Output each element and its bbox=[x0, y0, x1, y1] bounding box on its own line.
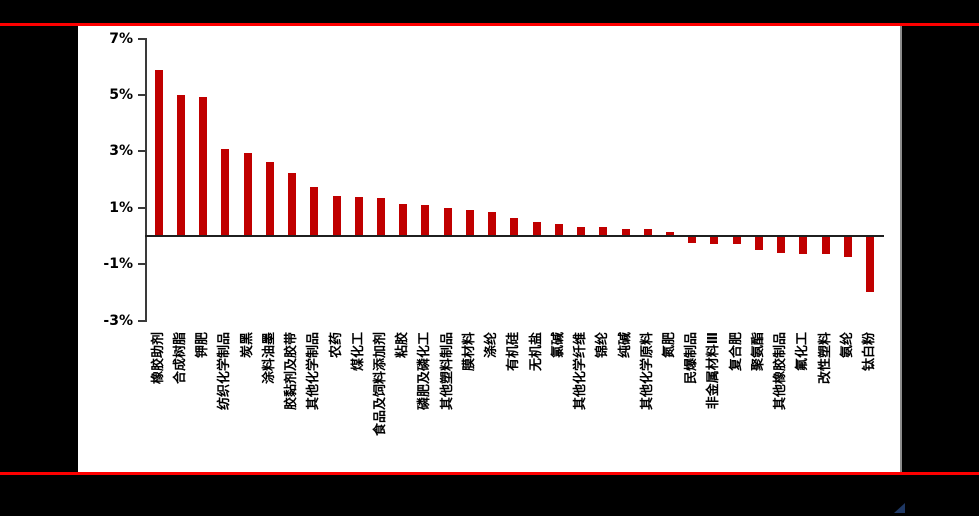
x-axis-label: 其他塑料制品 bbox=[439, 332, 455, 411]
x-axis-label: 食品及饲料添加剂 bbox=[373, 332, 388, 437]
bar-涂料油墨 bbox=[265, 161, 274, 235]
x-axis-label: 改性塑料 bbox=[817, 332, 833, 385]
bar-改性塑料 bbox=[821, 237, 830, 254]
x-axis-label: 其他化学原料 bbox=[639, 332, 655, 411]
x-axis-label: 磷肥及磷化工 bbox=[417, 332, 433, 411]
top-divider-line bbox=[0, 23, 979, 26]
bar-磷肥及磷化工 bbox=[421, 205, 430, 235]
y-axis-tick-label: 7% bbox=[109, 30, 133, 47]
y-axis-tick-label: 1% bbox=[109, 199, 133, 216]
bar-有机硅 bbox=[510, 218, 519, 235]
x-axis-label: 聚氨酯 bbox=[750, 332, 766, 372]
x-axis-label: 合成树脂 bbox=[172, 332, 188, 385]
y-axis-tick bbox=[138, 94, 145, 96]
bar-氟化工 bbox=[799, 237, 808, 254]
bar-锦纶 bbox=[599, 227, 608, 235]
x-axis-label: 纯碱 bbox=[617, 332, 633, 359]
bar-钾肥 bbox=[199, 96, 208, 235]
x-axis-label: 煤化工 bbox=[350, 332, 366, 372]
x-axis-label: 钾肥 bbox=[195, 332, 211, 359]
bar-聚氨酯 bbox=[754, 237, 763, 250]
x-axis-label: 氨纶 bbox=[839, 332, 855, 359]
x-axis-label: 农药 bbox=[328, 332, 344, 359]
x-axis-label: 有机硅 bbox=[506, 332, 522, 372]
corner-triangle-icon bbox=[894, 503, 905, 513]
bar-非金属材料Ⅲ bbox=[710, 237, 719, 245]
x-axis-label: 其他化学纤维 bbox=[573, 332, 589, 411]
bar-民爆制品 bbox=[688, 237, 697, 243]
bar-其他化学制品 bbox=[310, 187, 319, 235]
x-axis-label: 锦纶 bbox=[595, 332, 611, 359]
y-axis-tick bbox=[138, 150, 145, 153]
bar-氮肥 bbox=[665, 232, 674, 235]
bar-其他化学原料 bbox=[643, 228, 652, 235]
bar-胶黏剂及胶带 bbox=[288, 172, 297, 235]
y-axis-tick-label: -3% bbox=[103, 312, 133, 329]
x-axis-label: 纺织化学制品 bbox=[217, 332, 233, 411]
x-axis-label: 其他橡胶制品 bbox=[773, 332, 789, 411]
x-axis-label: 钛白粉 bbox=[862, 332, 878, 372]
bar-煤化工 bbox=[354, 196, 363, 235]
x-axis-label: 橡胶助剂 bbox=[150, 332, 166, 385]
y-axis-tick bbox=[138, 263, 145, 266]
y-axis-tick bbox=[138, 319, 145, 322]
bar-其他橡胶制品 bbox=[777, 237, 786, 253]
bar-食品及饲料添加剂 bbox=[377, 198, 385, 235]
x-axis-label: 非金属材料Ⅲ bbox=[706, 332, 722, 410]
y-axis-tick bbox=[138, 206, 145, 209]
x-axis-label: 民爆制品 bbox=[684, 332, 700, 385]
y-axis-tick-label: -1% bbox=[103, 256, 133, 273]
bar-其他塑料制品 bbox=[443, 208, 452, 235]
y-axis-tick bbox=[138, 37, 145, 40]
x-axis-label: 无机盐 bbox=[528, 332, 544, 372]
x-axis-label: 膜材料 bbox=[461, 332, 477, 372]
x-axis-label: 氯碱 bbox=[550, 332, 566, 359]
bar-膜材料 bbox=[465, 209, 474, 235]
y-axis-line bbox=[145, 37, 147, 322]
bar-氨纶 bbox=[843, 237, 852, 257]
bar-橡胶助剂 bbox=[154, 70, 163, 235]
bar-钛白粉 bbox=[866, 237, 875, 292]
bar-其他化学纤维 bbox=[577, 226, 586, 235]
chart-panel: 7% 5% 3% 1% -1% -3% 橡胶助剂 合成树脂 钾肥 纺织化学制品 炭黑 涂料油墨 胶黏剂… bbox=[78, 26, 902, 472]
x-axis-label: 氮肥 bbox=[661, 332, 677, 359]
x-axis-label: 复合肥 bbox=[728, 332, 744, 372]
bar-无机盐 bbox=[532, 222, 541, 235]
x-axis-label: 胶黏剂及胶带 bbox=[284, 332, 300, 411]
bar-纯碱 bbox=[621, 228, 630, 235]
x-axis-zero-line bbox=[145, 235, 885, 237]
bar-复合肥 bbox=[732, 237, 741, 245]
bar-粘胶 bbox=[399, 203, 408, 235]
x-axis-label: 氟化工 bbox=[795, 332, 811, 372]
y-axis-tick-label: 3% bbox=[109, 143, 133, 160]
bar-涤纶 bbox=[488, 212, 497, 235]
bar-氯碱 bbox=[554, 223, 563, 235]
x-axis-label: 粘胶 bbox=[395, 332, 411, 359]
x-axis-label: 其他化学制品 bbox=[306, 332, 322, 411]
bar-农药 bbox=[332, 195, 341, 235]
x-axis-label: 涤纶 bbox=[484, 332, 500, 359]
bar-炭黑 bbox=[243, 153, 252, 235]
bottom-divider-line bbox=[0, 472, 979, 475]
bar-纺织化学制品 bbox=[221, 148, 230, 235]
y-axis-tick-label: 5% bbox=[109, 87, 133, 103]
x-axis-label: 涂料油墨 bbox=[261, 332, 277, 385]
bar-合成树脂 bbox=[176, 95, 185, 235]
x-axis-label: 炭黑 bbox=[239, 332, 255, 359]
